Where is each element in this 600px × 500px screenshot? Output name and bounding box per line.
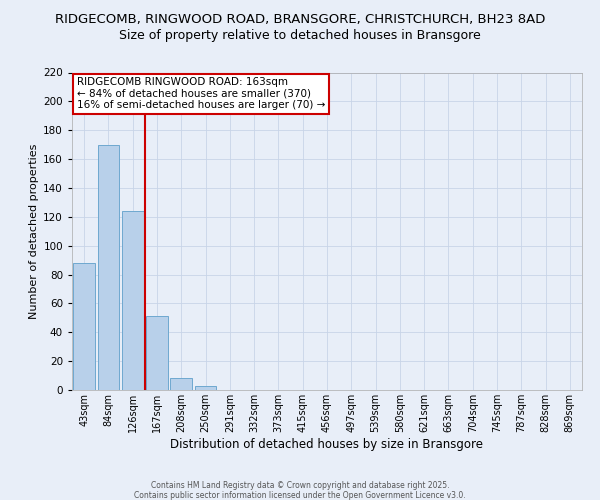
Text: Contains public sector information licensed under the Open Government Licence v3: Contains public sector information licen… bbox=[134, 491, 466, 500]
Bar bbox=[97, 144, 119, 390]
Bar bbox=[170, 378, 192, 390]
Bar bbox=[73, 263, 95, 390]
Bar bbox=[146, 316, 168, 390]
Text: Size of property relative to detached houses in Bransgore: Size of property relative to detached ho… bbox=[119, 29, 481, 42]
Bar bbox=[194, 386, 217, 390]
Y-axis label: Number of detached properties: Number of detached properties bbox=[29, 144, 39, 319]
Text: RIDGECOMB, RINGWOOD ROAD, BRANSGORE, CHRISTCHURCH, BH23 8AD: RIDGECOMB, RINGWOOD ROAD, BRANSGORE, CHR… bbox=[55, 12, 545, 26]
Text: RIDGECOMB RINGWOOD ROAD: 163sqm
← 84% of detached houses are smaller (370)
16% o: RIDGECOMB RINGWOOD ROAD: 163sqm ← 84% of… bbox=[77, 78, 325, 110]
Text: Contains HM Land Registry data © Crown copyright and database right 2025.: Contains HM Land Registry data © Crown c… bbox=[151, 481, 449, 490]
X-axis label: Distribution of detached houses by size in Bransgore: Distribution of detached houses by size … bbox=[170, 438, 484, 450]
Bar bbox=[122, 211, 143, 390]
